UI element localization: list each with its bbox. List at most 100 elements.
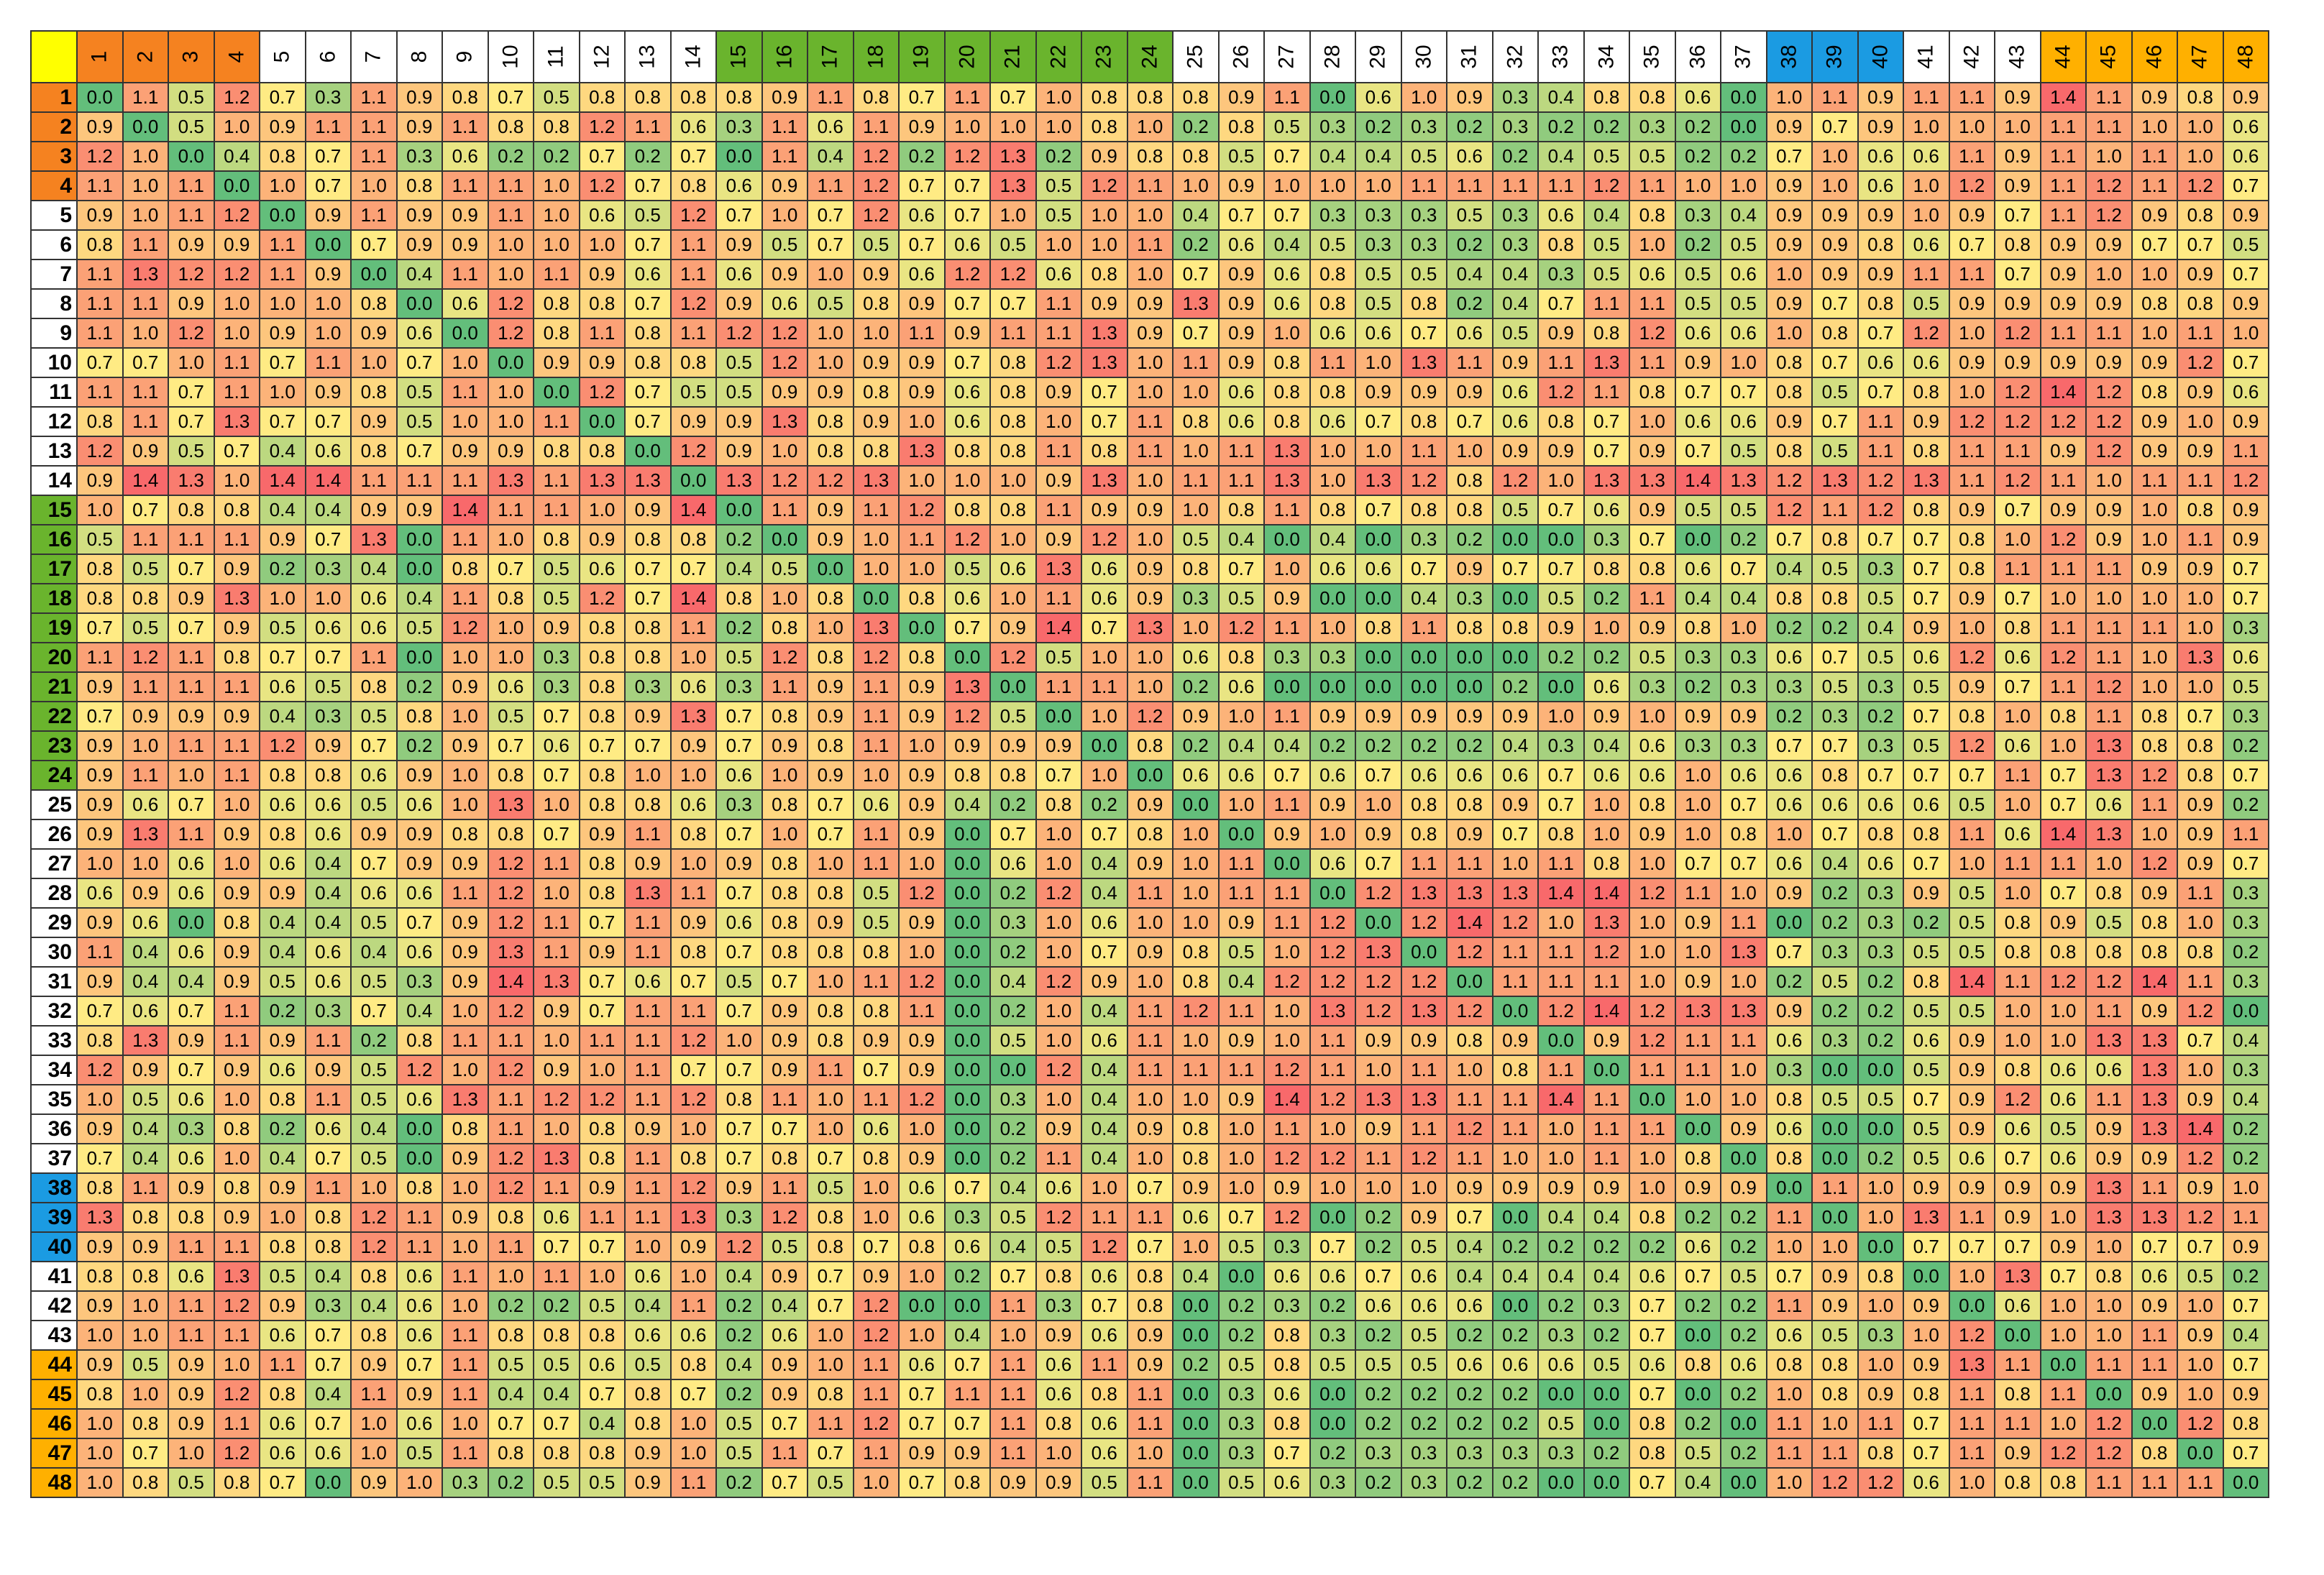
heatmap-cell: 0.9 bbox=[807, 524, 854, 555]
heatmap-row: 40 0.9 0.9 1.1 1.1 0.8 0.8 1.2 1.1 1.0 1.1 0.7 0.7 1.… bbox=[30, 1231, 2269, 1262]
heatmap-cell: 0.6 bbox=[943, 583, 991, 614]
heatmap-cell: 0.8 bbox=[989, 760, 1037, 791]
heatmap-cell: 0.8 bbox=[1309, 288, 1356, 319]
heatmap-cell: 1.1 bbox=[989, 1379, 1037, 1410]
heatmap-cell: 1.1 bbox=[487, 1025, 534, 1056]
heatmap-cell: 1.1 bbox=[168, 524, 215, 555]
heatmap-cell: 0.3 bbox=[442, 1467, 489, 1498]
heatmap-cell: 0.9 bbox=[715, 229, 763, 260]
column-header: 28 bbox=[1309, 30, 1356, 83]
heatmap-cell: 0.7 bbox=[2222, 1349, 2269, 1380]
heatmap-cell: 0.8 bbox=[1674, 1143, 1721, 1174]
heatmap-cell: 1.2 bbox=[2085, 966, 2133, 997]
heatmap-cell: 0.6 bbox=[1491, 760, 1539, 791]
heatmap-cell: 0.8 bbox=[1811, 318, 1859, 349]
heatmap-cell: 0.0 bbox=[989, 671, 1037, 702]
heatmap-cell: 0.6 bbox=[624, 1261, 672, 1292]
heatmap-cell: 0.0 bbox=[943, 937, 991, 968]
heatmap-cell: 1.0 bbox=[213, 1143, 260, 1174]
heatmap-cell: 1.0 bbox=[2039, 583, 2087, 614]
heatmap-cell: 0.3 bbox=[1355, 200, 1402, 231]
heatmap-cell: 1.1 bbox=[578, 318, 626, 349]
heatmap-cell: 0.8 bbox=[1263, 1320, 1311, 1351]
heatmap-cell: 1.0 bbox=[1583, 789, 1630, 820]
heatmap-cell: 0.7 bbox=[304, 1408, 352, 1439]
heatmap-cell: 0.5 bbox=[1948, 789, 1995, 820]
heatmap-cell: 0.7 bbox=[1491, 819, 1539, 850]
heatmap-cell: 1.1 bbox=[624, 819, 672, 850]
heatmap-cell: 0.8 bbox=[1994, 1055, 2041, 1085]
heatmap-cell: 0.0 bbox=[1583, 1055, 1630, 1085]
heatmap-cell: 0.8 bbox=[487, 819, 534, 850]
heatmap-cell: 1.1 bbox=[1126, 1408, 1174, 1439]
heatmap-cell: 0.5 bbox=[761, 229, 808, 260]
heatmap-cell: 0.6 bbox=[1583, 671, 1630, 702]
heatmap-cell: 0.7 bbox=[669, 554, 717, 584]
heatmap-cell: 1.2 bbox=[1263, 1055, 1311, 1085]
heatmap-cell: 0.3 bbox=[1263, 1231, 1311, 1262]
column-header-label: 22 bbox=[1046, 45, 1071, 69]
heatmap-cell: 0.4 bbox=[350, 1290, 398, 1321]
heatmap-cell: 1.2 bbox=[487, 848, 534, 879]
heatmap-cell: 0.7 bbox=[1629, 1320, 1676, 1351]
heatmap-cell: 1.1 bbox=[395, 1231, 443, 1262]
heatmap-cell: 0.5 bbox=[1081, 1467, 1128, 1498]
heatmap-cell: 1.3 bbox=[1081, 347, 1128, 378]
heatmap-cell: 0.9 bbox=[1811, 1290, 1859, 1321]
heatmap-cell: 1.1 bbox=[852, 1349, 900, 1380]
heatmap-row: 25 0.9 0.6 0.7 1.0 0.6 0.6 0.5 0.6 1.0 1.3 1.0 0.8 0.… bbox=[30, 789, 2269, 820]
heatmap-cell: 0.7 bbox=[350, 730, 398, 761]
heatmap-cell: 0.8 bbox=[1629, 377, 1676, 408]
heatmap-cell: 0.8 bbox=[1811, 1379, 1859, 1410]
heatmap-cell: 0.5 bbox=[1811, 377, 1859, 408]
heatmap-cell: 0.2 bbox=[1446, 229, 1493, 260]
heatmap-cell: 0.5 bbox=[1355, 259, 1402, 290]
heatmap-cell: 0.8 bbox=[76, 1025, 124, 1056]
heatmap-cell: 1.1 bbox=[1263, 612, 1311, 643]
heatmap-cell: 1.1 bbox=[395, 1202, 443, 1233]
heatmap-cell: 0.9 bbox=[2222, 82, 2269, 113]
heatmap-cell: 1.1 bbox=[1035, 436, 1082, 467]
heatmap-cell: 0.4 bbox=[304, 495, 352, 525]
heatmap-cell: 0.0 bbox=[1309, 1379, 1356, 1410]
heatmap-cell: 0.8 bbox=[76, 1172, 124, 1203]
heatmap-cell: 1.0 bbox=[2085, 1320, 2133, 1351]
heatmap-cell: 0.0 bbox=[852, 583, 900, 614]
heatmap-cell: 0.5 bbox=[122, 612, 169, 643]
heatmap-cell: 1.0 bbox=[761, 819, 808, 850]
heatmap-cell: 0.5 bbox=[715, 1438, 763, 1469]
heatmap-cell: 0.2 bbox=[1446, 524, 1493, 555]
heatmap-cell: 0.9 bbox=[807, 760, 854, 791]
heatmap-cell: 0.9 bbox=[168, 229, 215, 260]
heatmap-cell: 1.2 bbox=[1400, 966, 1447, 997]
heatmap-cell: 0.6 bbox=[1537, 200, 1585, 231]
heatmap-cell: 0.2 bbox=[1583, 642, 1630, 673]
heatmap-cell: 0.9 bbox=[2177, 1084, 2224, 1115]
heatmap-cell: 1.0 bbox=[2177, 671, 2224, 702]
heatmap-cell: 0.9 bbox=[1491, 789, 1539, 820]
heatmap-cell: 1.0 bbox=[304, 288, 352, 319]
heatmap-cell: 1.1 bbox=[943, 1379, 991, 1410]
heatmap-cell: 0.4 bbox=[1583, 1202, 1630, 1233]
heatmap-cell: 0.0 bbox=[2131, 1408, 2178, 1439]
heatmap-cell: 0.3 bbox=[533, 642, 580, 673]
heatmap-cell: 1.0 bbox=[852, 1467, 900, 1498]
heatmap-cell: 0.9 bbox=[989, 730, 1037, 761]
heatmap-cell: 0.9 bbox=[1217, 907, 1265, 938]
heatmap-cell: 0.0 bbox=[1172, 1408, 1220, 1439]
heatmap-cell: 1.0 bbox=[1811, 1231, 1859, 1262]
heatmap-cell: 1.1 bbox=[1948, 1202, 1995, 1233]
heatmap-cell: 0.8 bbox=[1126, 1290, 1174, 1321]
heatmap-cell: 0.0 bbox=[1811, 1143, 1859, 1174]
column-header: 6 bbox=[304, 30, 352, 83]
heatmap-cell: 1.0 bbox=[1081, 701, 1128, 732]
heatmap-cell: 1.0 bbox=[1994, 111, 2041, 142]
heatmap-cell: 1.1 bbox=[1035, 318, 1082, 349]
heatmap-cell: 0.0 bbox=[533, 377, 580, 408]
heatmap-cell: 0.8 bbox=[669, 819, 717, 850]
heatmap-cell: 0.8 bbox=[624, 1408, 672, 1439]
heatmap-cell: 0.5 bbox=[350, 789, 398, 820]
heatmap-cell: 1.2 bbox=[350, 1231, 398, 1262]
heatmap-cell: 0.0 bbox=[1491, 996, 1539, 1027]
heatmap-cell: 0.8 bbox=[487, 1320, 534, 1351]
